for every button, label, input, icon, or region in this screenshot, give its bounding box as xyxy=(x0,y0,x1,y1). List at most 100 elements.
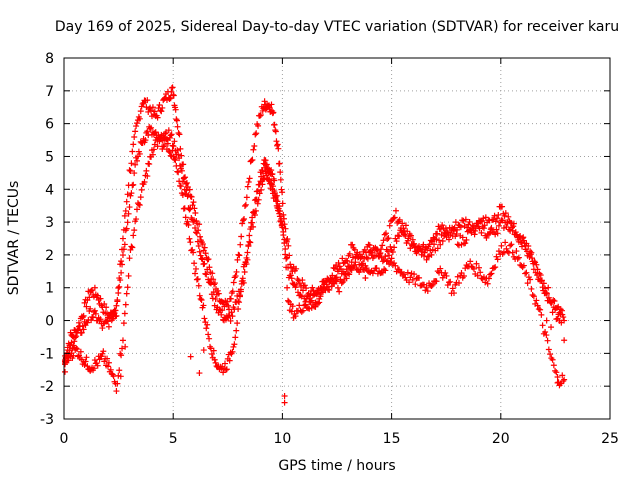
data-point-track-b xyxy=(129,182,136,189)
data-point-track-c xyxy=(391,260,398,267)
data-point-track-c xyxy=(195,282,202,289)
data-point-track-a xyxy=(238,233,245,240)
data-point-track-c xyxy=(458,269,465,276)
data-point-track-a xyxy=(113,312,120,319)
x-tick-label: 25 xyxy=(601,431,619,447)
data-point-track-c xyxy=(146,161,153,168)
data-point-track-c xyxy=(349,264,356,271)
tick-layer: 0 5 10 15 20 25 -3 -2 -1 0 1 2 3 4 5 6 7 8 xyxy=(40,51,619,447)
data-point-track-b xyxy=(204,266,211,273)
data-point-track-a xyxy=(91,284,98,291)
data-point-track-a xyxy=(182,174,189,181)
data-point-track-b xyxy=(364,255,371,262)
data-point-track-b xyxy=(170,143,177,150)
data-point-track-c xyxy=(534,302,541,309)
data-point-track-c xyxy=(154,143,161,150)
data-point-track-a xyxy=(224,298,231,305)
data-point-track-c xyxy=(429,281,436,288)
data-point-track-a xyxy=(201,244,208,251)
data-point-track-c xyxy=(381,266,388,273)
data-point-track-b xyxy=(542,285,549,292)
data-point-track-c xyxy=(314,300,321,307)
data-point-track-b xyxy=(207,280,214,287)
data-point-outlier xyxy=(281,393,288,400)
data-point-track-c xyxy=(274,198,281,205)
data-point-track-b xyxy=(434,245,441,252)
data-point-track-a xyxy=(132,128,139,135)
data-point-track-c xyxy=(240,279,247,286)
data-point-track-c xyxy=(268,180,275,187)
y-tick-label: 3 xyxy=(45,215,54,231)
data-point-track-b xyxy=(186,206,193,213)
data-point-track-c xyxy=(282,251,289,258)
data-point-track-c xyxy=(433,278,440,285)
data-point-track-c xyxy=(547,351,554,358)
data-point-track-b xyxy=(468,229,475,236)
data-point-track-c xyxy=(275,205,282,212)
data-point-track-c xyxy=(412,281,419,288)
data-point-track-a xyxy=(183,179,190,186)
data-point-track-c xyxy=(487,271,494,278)
data-point-track-a xyxy=(180,161,187,168)
data-point-track-c xyxy=(490,264,497,271)
data-point-track-c xyxy=(254,200,261,207)
data-point-track-c xyxy=(137,194,144,201)
data-point-track-c xyxy=(539,322,546,329)
data-point-track-a xyxy=(240,217,247,224)
data-point-track-b xyxy=(423,256,430,263)
data-point-track-b xyxy=(219,307,226,314)
data-point-track-b xyxy=(396,233,403,240)
data-point-track-b xyxy=(119,261,126,268)
data-point-outlier xyxy=(281,399,288,406)
data-point-track-c xyxy=(241,268,248,275)
data-point-track-b xyxy=(126,204,133,211)
data-point-track-c xyxy=(236,299,243,306)
data-point-track-b xyxy=(142,137,149,144)
data-point-track-c xyxy=(74,346,81,353)
data-point-track-b xyxy=(523,240,530,247)
data-point-track-a xyxy=(225,302,232,309)
data-point-outlier xyxy=(561,337,568,344)
data-point-track-b xyxy=(422,246,429,253)
data-point-track-b xyxy=(404,237,411,244)
data-point-track-a xyxy=(156,102,163,109)
y-tick-label: -2 xyxy=(40,379,54,395)
data-point-track-b xyxy=(437,241,444,248)
data-point-track-a xyxy=(494,215,501,222)
data-point-track-c xyxy=(129,244,136,251)
data-point-track-a xyxy=(274,142,281,149)
data-point-outlier xyxy=(548,324,555,331)
data-point-track-c xyxy=(237,288,244,295)
data-point-track-a xyxy=(303,285,310,292)
data-point-track-c xyxy=(552,367,559,374)
data-point-track-a xyxy=(122,207,129,214)
data-point-track-c xyxy=(87,367,94,374)
data-point-track-c xyxy=(528,285,535,292)
data-point-track-a xyxy=(505,213,512,220)
data-point-track-c xyxy=(373,265,380,272)
data-point-track-b xyxy=(80,326,87,333)
data-point-track-c xyxy=(198,296,205,303)
data-point-track-b xyxy=(62,368,68,375)
data-point-track-c xyxy=(455,280,462,287)
data-point-track-b xyxy=(528,249,535,256)
data-point-track-b xyxy=(478,229,485,236)
data-point-track-c xyxy=(338,280,345,287)
data-point-track-c xyxy=(230,343,237,350)
data-point-track-b xyxy=(263,161,270,168)
y-tick-label: 6 xyxy=(45,117,54,133)
data-point-track-a xyxy=(244,183,251,190)
data-point-track-a xyxy=(131,134,138,141)
data-point-track-a xyxy=(275,145,282,152)
data-point-track-c xyxy=(332,274,339,281)
data-point-track-c xyxy=(252,207,259,214)
data-point-track-c xyxy=(406,279,413,286)
data-point-track-c xyxy=(104,363,111,370)
data-point-track-c xyxy=(164,140,171,147)
data-point-track-b xyxy=(75,326,82,333)
data-point-track-b xyxy=(128,190,135,197)
y-tick-label: 5 xyxy=(45,149,54,165)
data-point-track-b xyxy=(459,234,466,241)
data-point-track-b xyxy=(446,236,453,243)
data-point-track-c xyxy=(150,146,157,153)
